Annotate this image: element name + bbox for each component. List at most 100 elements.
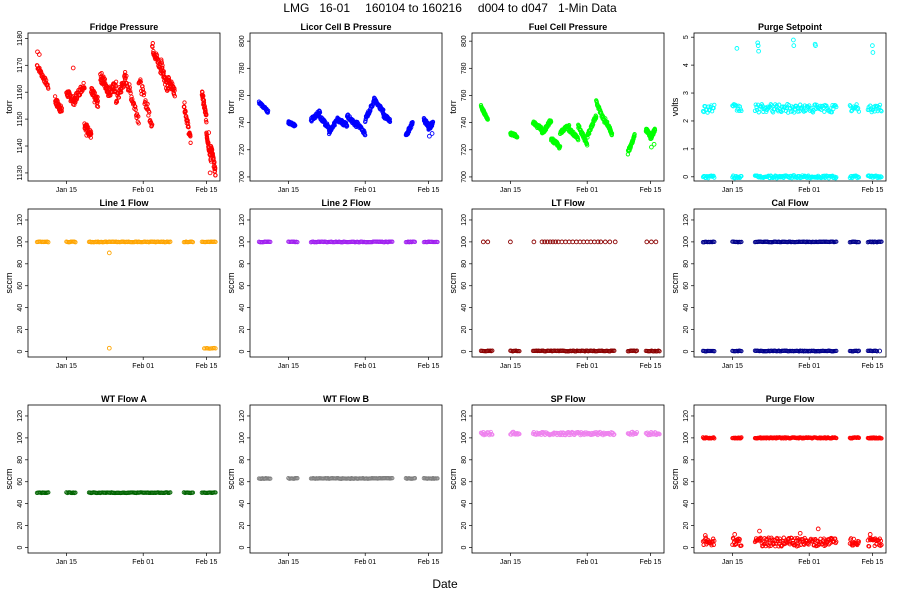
data-point-cal-flow-10 [712, 239, 717, 245]
data-point-lt-flow-120 [542, 239, 548, 245]
y-tick-label-lt-flow-2: 40 [461, 304, 468, 312]
data-point-cal-flow-226 [877, 348, 883, 354]
y-tick-label-line-2-flow-4: 80 [239, 260, 246, 268]
data-point-fridge-pressure-300 [124, 73, 129, 79]
data-point-fridge-pressure-23 [43, 76, 48, 81]
data-point-lt-flow-117 [508, 239, 513, 245]
y-tick-label-fuel-cell-pressure-3: 760 [461, 90, 468, 102]
data-point-lt-flow-92 [612, 348, 617, 353]
data-point-fridge-pressure-473 [184, 113, 189, 119]
data-point-purge-setpoint-341 [755, 40, 761, 46]
data-point-purge-flow-360 [851, 536, 856, 542]
data-point-line-1-flow-19 [73, 240, 78, 245]
data-point-fridge-pressure-585 [212, 160, 217, 165]
data-point-fuel-cell-pressure-262 [584, 141, 590, 146]
panel-title-line-1-flow: Line 1 Flow [99, 198, 149, 208]
data-point-fridge-pressure-504 [201, 93, 206, 99]
data-point-line-1-flow-125 [106, 345, 112, 351]
y-axis-label-purge-setpoint: volts [670, 97, 680, 116]
data-point-purge-flow-339 [826, 542, 832, 547]
x-tick-label-sp-flow-2: Feb 15 [640, 559, 662, 566]
data-point-lt-flow-123 [550, 239, 556, 245]
data-point-fuel-cell-pressure-461 [652, 127, 658, 133]
data-point-purge-flow-188 [711, 536, 716, 541]
data-point-purge-setpoint-111 [814, 102, 819, 108]
data-point-licor-cell-b-pressure-265 [363, 118, 368, 123]
data-point-lt-flow-124 [553, 239, 558, 245]
plot-frame-purge-flow [693, 404, 887, 554]
plot-frame-cal-flow [693, 208, 887, 358]
data-point-purge-flow-398 [797, 530, 803, 536]
data-point-purge-setpoint-150 [856, 109, 862, 114]
data-point-sp-flow-169 [657, 432, 662, 437]
y-axis-label-wt-flow-a: sccm [4, 469, 14, 490]
x-tick-label-wt-flow-a-2: Feb 15 [196, 559, 218, 566]
y-tick-label-sp-flow-0: 0 [461, 545, 468, 549]
data-point-fuel-cell-pressure-463 [651, 141, 657, 147]
y-tick-label-cal-flow-2: 40 [683, 304, 690, 312]
data-point-line-2-flow-101 [412, 239, 418, 245]
data-point-line-1-flow-92 [168, 239, 173, 244]
data-point-fuel-cell-pressure-462 [649, 144, 654, 150]
data-point-fridge-pressure-340 [140, 87, 146, 92]
y-tick-label-line-2-flow-1: 20 [239, 326, 246, 334]
data-point-lt-flow-114 [657, 349, 662, 354]
y-axis-label-wt-flow-b: sccm [226, 469, 236, 490]
data-point-fridge-pressure-480 [185, 118, 190, 123]
data-point-fridge-pressure-493 [188, 134, 193, 139]
data-point-fridge-pressure-527 [204, 120, 209, 125]
data-point-fridge-pressure-65 [59, 106, 65, 111]
y-tick-label-cal-flow-4: 80 [683, 260, 690, 268]
data-point-licor-cell-b-pressure-65 [293, 123, 298, 128]
data-point-licor-cell-b-pressure-261 [362, 130, 367, 135]
data-point-cal-flow-216 [856, 348, 862, 353]
data-point-lt-flow-19 [517, 348, 522, 354]
plot-frame-fridge-pressure [27, 32, 221, 182]
data-point-purge-setpoint-198 [739, 173, 744, 179]
y-axis-label-fuel-cell-pressure: torr [448, 100, 458, 114]
data-point-fridge-pressure-26 [44, 78, 49, 83]
data-point-fridge-pressure-263 [113, 79, 119, 84]
data-point-fridge-pressure-30 [45, 82, 50, 87]
data-point-fridge-pressure-195 [95, 94, 100, 100]
data-points-lt-flow [478, 239, 662, 354]
y-axis-label-line-1-flow: sccm [4, 273, 14, 294]
y-tick-label-licor-cell-b-pressure-5: 800 [239, 35, 246, 47]
data-point-licor-cell-b-pressure-361 [387, 117, 392, 122]
data-point-fuel-cell-pressure-164 [557, 144, 563, 149]
title-part-resolution: 1-Min Data [558, 1, 617, 15]
y-axis-label-purge-flow: sccm [670, 469, 680, 490]
data-point-licor-cell-b-pressure-31 [265, 110, 270, 115]
data-point-fridge-pressure-362 [150, 122, 155, 127]
y-tick-label-fuel-cell-pressure-0: 700 [461, 171, 468, 183]
data-point-purge-setpoint-168 [878, 108, 883, 113]
y-tick-label-licor-cell-b-pressure-1: 720 [239, 144, 246, 156]
y-tick-label-fuel-cell-pressure-5: 800 [461, 35, 468, 47]
x-tick-label-licor-cell-b-pressure-0: Jan 15 [278, 187, 299, 194]
data-point-fridge-pressure-515 [202, 104, 207, 109]
data-points-fuel-cell-pressure [478, 98, 658, 157]
data-point-lt-flow-115 [480, 239, 486, 245]
plot-frame-lt-flow [471, 208, 665, 358]
data-points-wt-flow-a [34, 490, 218, 496]
data-point-purge-setpoint-15 [712, 102, 717, 108]
y-tick-label-line-2-flow-6: 120 [239, 214, 246, 226]
data-point-purge-setpoint-185 [712, 175, 717, 180]
data-point-fridge-pressure-509 [201, 97, 207, 103]
data-point-lt-flow-139 [607, 239, 613, 245]
data-point-fridge-pressure-309 [128, 88, 133, 94]
y-tick-label-sp-flow-3: 60 [461, 478, 468, 486]
data-point-licor-cell-b-pressure-362 [387, 119, 393, 124]
data-point-lt-flow-121 [545, 239, 550, 245]
data-point-lt-flow-10 [490, 348, 495, 353]
data-point-purge-setpoint-345 [791, 43, 797, 48]
panels-group: Fridge Pressure 1130 1140 1150 1160 1170 1180 J… [4, 22, 887, 566]
data-point-cal-flow-207 [834, 348, 839, 354]
data-point-fridge-pressure-524 [203, 118, 209, 123]
data-point-line-2-flow-10 [268, 239, 273, 245]
data-point-purge-flow-204 [737, 537, 742, 542]
x-tick-label-lt-flow-1: Feb 01 [576, 363, 598, 370]
data-point-purge-flow-397 [757, 528, 762, 534]
plot-frame-fuel-cell-pressure [471, 32, 665, 182]
data-point-purge-setpoint-344 [791, 37, 796, 43]
